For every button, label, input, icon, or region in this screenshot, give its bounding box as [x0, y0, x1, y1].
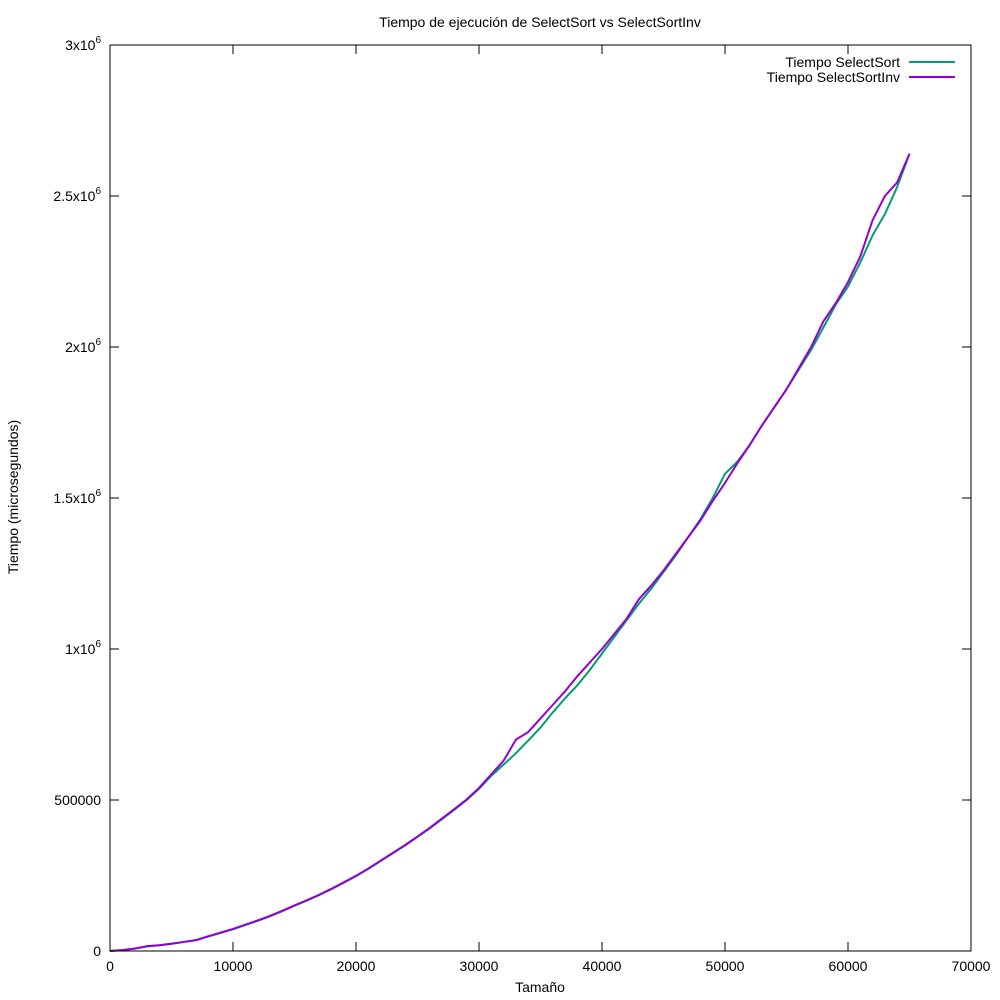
x-tick-label: 60000	[829, 958, 868, 974]
y-tick-label-exponent: 6	[95, 488, 101, 499]
y-tick-label: 1.5x106	[53, 488, 101, 506]
x-tick-label: 40000	[583, 958, 622, 974]
y-tick-label: 0	[93, 943, 101, 959]
x-tick-label: 20000	[337, 958, 376, 974]
y-tick-label: 500000	[54, 792, 101, 808]
y-tick-label-base: 2.5x10	[53, 188, 95, 204]
y-tick-label-base: 0	[93, 943, 101, 959]
x-tick-label: 10000	[214, 958, 253, 974]
x-tick-label: 0	[106, 958, 114, 974]
y-tick-label-exponent: 6	[95, 639, 101, 650]
y-axis-label: Tiempo (microsegundos)	[5, 420, 21, 574]
axis-ticks: 0 10000 20000 30000 40000 50000 60000 70000 0 500…	[53, 35, 990, 974]
y-tick-label: 2.5x106	[53, 186, 101, 204]
y-tick-label-exponent: 6	[95, 186, 101, 197]
y-tick-label: 2x106	[65, 337, 101, 355]
x-tick-label: 70000	[952, 958, 991, 974]
legend-label: Tiempo SelectSort	[785, 54, 900, 70]
y-tick-label-exponent: 6	[95, 35, 101, 46]
series-line-2	[109, 153, 911, 952]
x-axis-label: Tamaño	[515, 979, 565, 995]
x-tick-label: 50000	[706, 958, 745, 974]
y-tick-label-base: 1.5x10	[53, 490, 95, 506]
y-tick-label: 3x106	[65, 35, 101, 53]
series-lines	[109, 153, 911, 952]
plot-frame	[109, 44, 972, 952]
legend-label: Tiempo SelectSortInv	[767, 69, 900, 85]
y-tick-label-exponent: 6	[95, 337, 101, 348]
chart-title: Tiempo de ejecución de SelectSort vs Sel…	[379, 14, 701, 30]
x-tick-label: 30000	[460, 958, 499, 974]
y-tick-label-base: 500000	[54, 792, 101, 808]
y-tick-label-base: 2x10	[65, 339, 96, 355]
y-tick-label-base: 1x10	[65, 641, 96, 657]
y-tick-label: 1x106	[65, 639, 101, 657]
y-tick-label-base: 3x10	[65, 37, 96, 53]
